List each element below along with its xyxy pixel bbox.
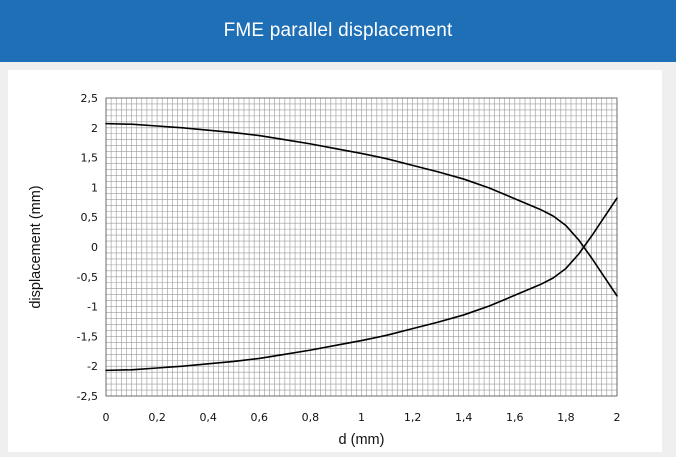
y-tick-label: 0 [91,241,98,254]
x-tick-label: 0,4 [199,411,217,424]
x-tick-label: 0 [103,411,110,424]
y-tick-label: -1,5 [77,330,98,343]
series-line-2 [105,197,618,372]
y-axis-title: displacement (mm) [28,185,44,308]
chart-title: FME parallel displacement [223,20,453,41]
x-tick-label: 2 [614,411,621,424]
x-tick-label: 1,6 [506,411,524,424]
x-tick-label: 1,8 [557,411,575,424]
y-tick-label: -2,5 [77,390,98,403]
x-tick-label: 1 [358,411,365,424]
chart-header: FME parallel displacement [0,0,676,62]
y-tick-label: -0,5 [77,271,98,284]
y-tick-label: 0,5 [81,211,99,224]
x-tick-label: 0,6 [251,411,269,424]
x-tick-label: 0,2 [148,411,166,424]
y-tick-label: 2,5 [81,92,99,105]
y-tick-label: 2 [91,122,98,135]
x-axis-title: d (mm) [339,432,385,448]
x-tick-label: 1,4 [455,411,473,424]
x-tick-label: 0,8 [302,411,320,424]
y-tick-label: -1 [87,301,98,314]
y-tick-label: 1,5 [81,152,99,165]
y-tick-label: 1 [91,181,98,194]
y-tick-label: -2 [87,360,98,373]
series-line-1 [105,122,618,297]
plot-border [105,97,618,397]
x-tick-label: 1,2 [404,411,422,424]
